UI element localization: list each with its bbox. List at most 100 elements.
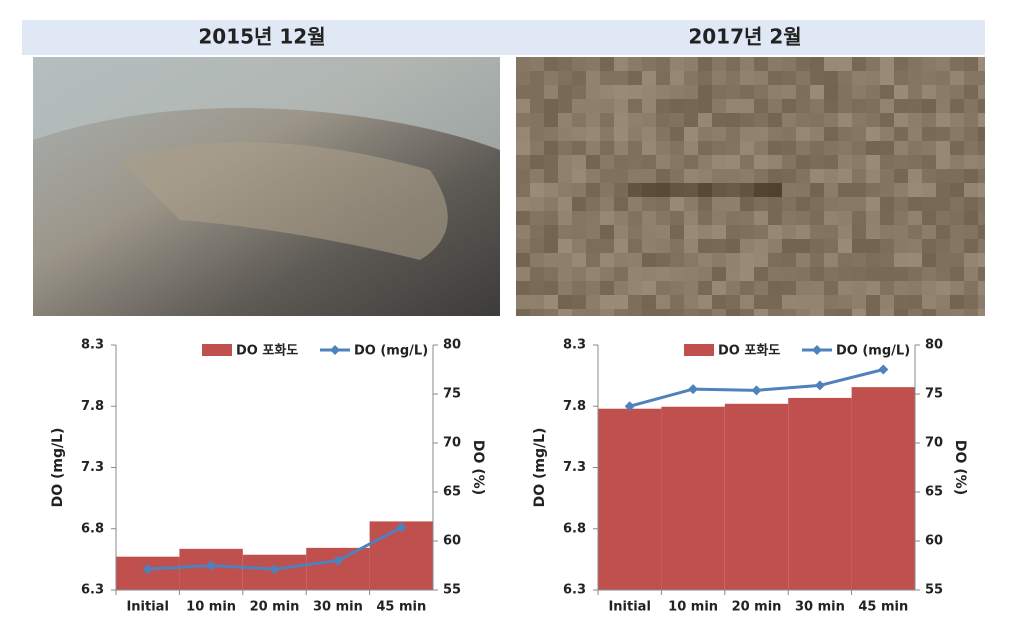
- photo-pixel: [698, 267, 712, 281]
- photo-pixel: [824, 99, 838, 113]
- photo-pixel: [796, 197, 810, 211]
- photo-pixel: [754, 295, 768, 309]
- photo-pixel: [978, 155, 985, 169]
- photo-pixel: [684, 85, 698, 99]
- photo-pixel: [824, 211, 838, 225]
- photo-pixel: [628, 309, 642, 316]
- photo-pixel: [866, 169, 880, 183]
- photo-pixel: [614, 309, 628, 316]
- photo-pixel: [768, 281, 782, 295]
- photo-pixel: [810, 267, 824, 281]
- panel-title: 2017년 2월: [688, 25, 801, 49]
- photo-pixel: [782, 211, 796, 225]
- photo-pixel: [558, 281, 572, 295]
- photo-pixel: [838, 155, 852, 169]
- photo-pixel: [740, 281, 754, 295]
- photo-pixel: [740, 183, 754, 197]
- photo-pixel: [558, 295, 572, 309]
- photo-pixel: [670, 267, 684, 281]
- photo-pixel: [866, 155, 880, 169]
- photo-pixel: [950, 169, 964, 183]
- y-tick-label: 7.8: [81, 399, 104, 414]
- photo-pixel: [530, 197, 544, 211]
- photo-pixel: [670, 309, 684, 316]
- photo-pixel: [978, 127, 985, 141]
- photo-pixel: [838, 99, 852, 113]
- photo-pixel: [754, 113, 768, 127]
- photo-pixel: [698, 281, 712, 295]
- photo-pixel: [838, 281, 852, 295]
- photo-pixel: [978, 281, 985, 295]
- photo-pixel: [824, 71, 838, 85]
- photo-pixel: [880, 169, 894, 183]
- photo-pixel: [628, 295, 642, 309]
- photo-pixel: [656, 127, 670, 141]
- photo-pixel: [600, 225, 614, 239]
- y2-tick-label: 75: [443, 387, 461, 402]
- x-tick-label: 45 min: [376, 600, 426, 615]
- legend-swatch: [684, 344, 714, 356]
- photo-pixel: [950, 57, 964, 71]
- photo-pixel: [712, 99, 726, 113]
- photo-pixel: [712, 169, 726, 183]
- photo-pixel: [684, 169, 698, 183]
- photo-pixel: [754, 99, 768, 113]
- photo-pixel: [642, 239, 656, 253]
- photo-pixel: [922, 211, 936, 225]
- photo-pixel: [922, 71, 936, 85]
- photo-pixel: [936, 99, 950, 113]
- photo-pixel: [544, 253, 558, 267]
- photo-pixel: [866, 281, 880, 295]
- photo-pixel: [866, 85, 880, 99]
- photo-pixel: [656, 141, 670, 155]
- photo-pixel: [572, 141, 586, 155]
- photo-pixel: [586, 281, 600, 295]
- photo-pixel: [768, 253, 782, 267]
- photo-pixel: [586, 309, 600, 316]
- photo-pixel: [852, 71, 866, 85]
- photo-pixel: [978, 113, 985, 127]
- photo-pixel: [922, 309, 936, 316]
- photo-pixel: [698, 85, 712, 99]
- photo-pixel: [586, 197, 600, 211]
- photo-pixel: [628, 253, 642, 267]
- photo-pixel: [558, 85, 572, 99]
- photo-pixel: [642, 155, 656, 169]
- marker: [751, 385, 762, 396]
- photo-pixel: [712, 113, 726, 127]
- photo-pixel: [964, 281, 978, 295]
- photo-pixel: [614, 197, 628, 211]
- photo-pixel: [530, 225, 544, 239]
- photo-pixel: [950, 211, 964, 225]
- photo-pixel: [544, 267, 558, 281]
- photo-pixel: [768, 267, 782, 281]
- photo-pixel: [922, 183, 936, 197]
- photo-pixel: [712, 85, 726, 99]
- photo-pixel: [516, 141, 530, 155]
- photo-pixel: [656, 295, 670, 309]
- photo-pixel: [936, 267, 950, 281]
- photo-pixel: [978, 141, 985, 155]
- photo-pixel: [754, 225, 768, 239]
- marker: [814, 380, 825, 391]
- photo-pixel: [670, 295, 684, 309]
- photo-pixel: [516, 225, 530, 239]
- y-axis-title: DO (mg/L): [532, 428, 548, 508]
- photo-pixel: [712, 155, 726, 169]
- photo-pixel: [530, 295, 544, 309]
- photo-pixel: [936, 225, 950, 239]
- photo-pixel: [698, 113, 712, 127]
- photo-pixel: [572, 225, 586, 239]
- photo-pixel: [740, 225, 754, 239]
- photo-pixel: [796, 253, 810, 267]
- photo-pixel: [964, 113, 978, 127]
- photo-pixel: [642, 253, 656, 267]
- photo-pixel: [614, 57, 628, 71]
- photo-pixel: [544, 281, 558, 295]
- photo-pixel: [670, 211, 684, 225]
- photo-pixel: [768, 211, 782, 225]
- photo-pixel: [726, 169, 740, 183]
- photo-pixel: [866, 211, 880, 225]
- photo-pixel: [684, 57, 698, 71]
- x-tick-label: 45 min: [858, 600, 908, 615]
